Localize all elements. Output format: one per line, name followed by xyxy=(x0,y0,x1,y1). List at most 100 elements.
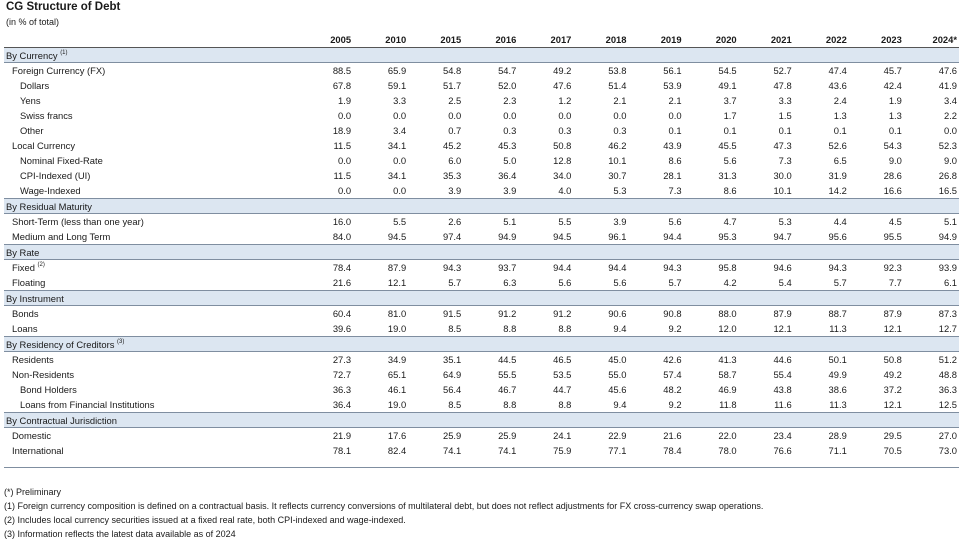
value-cell: 51.7 xyxy=(442,80,462,91)
value-cell: 7.7 xyxy=(888,277,902,288)
year-header: 2018 xyxy=(573,32,629,48)
value-cell: 3.9 xyxy=(448,185,462,196)
value-cell: 11.6 xyxy=(774,399,792,410)
row-label-text: Floating xyxy=(12,277,46,288)
footnote-marker: (1) xyxy=(60,49,68,56)
value-cell: 47.8 xyxy=(773,80,792,91)
table-row: Swiss francs 0.0 0.0 0.0 0.0 0.0 0.0 0.0 1.7 1.5 1… xyxy=(4,108,959,123)
row-label: Bonds xyxy=(4,306,298,322)
value-cell: 96.1 xyxy=(608,231,627,242)
value-cell: 37.2 xyxy=(883,384,902,395)
value-cell: 30.0 xyxy=(773,170,792,181)
row-label: Domestic xyxy=(4,428,298,444)
value-cell: 92.3 xyxy=(883,262,902,273)
value-cell: 45.5 xyxy=(718,140,737,151)
value-cell: 93.9 xyxy=(938,262,957,273)
value-cell: 2.6 xyxy=(448,216,462,227)
value-cell: 88.0 xyxy=(718,308,737,319)
section-label: By Rate xyxy=(6,246,40,258)
value-cell: 5.7 xyxy=(448,277,462,288)
value-cell: 58.7 xyxy=(718,369,737,380)
row-label-text: Non-Residents xyxy=(12,369,75,380)
row-label-text: Medium and Long Term xyxy=(12,231,111,242)
value-cell: 0.3 xyxy=(558,125,572,136)
value-cell: 81.0 xyxy=(387,308,407,319)
value-cell: 25.9 xyxy=(442,430,462,441)
row-label: Local Currency xyxy=(4,138,298,153)
value-cell: 1.3 xyxy=(888,110,902,121)
section-header: By Currency (1) xyxy=(4,47,959,63)
footnote-marker: (3) xyxy=(117,338,125,345)
value-cell: 75.9 xyxy=(553,445,572,456)
value-cell: 55.5 xyxy=(498,369,517,380)
value-cell: 36.4 xyxy=(498,170,517,181)
footnote-marker: (2) xyxy=(37,262,45,268)
value-cell: 91.2 xyxy=(553,308,572,319)
value-cell: 3.9 xyxy=(613,216,627,227)
value-cell: 7.3 xyxy=(778,155,792,166)
value-cell: 19.0 xyxy=(387,323,407,334)
value-cell: 8.5 xyxy=(448,399,462,410)
value-cell: 11.3 xyxy=(829,323,847,334)
value-cell: 45.7 xyxy=(883,65,902,76)
value-cell: 49.1 xyxy=(718,80,737,91)
value-cell: 54.8 xyxy=(442,65,462,76)
value-cell: 28.6 xyxy=(883,170,902,181)
row-label: Residents xyxy=(4,352,298,368)
value-cell: 46.2 xyxy=(608,140,627,151)
value-cell: 94.3 xyxy=(828,262,847,273)
value-cell: 1.2 xyxy=(558,95,572,106)
table-row: Yens 1.9 3.3 2.5 2.3 1.2 2.1 2.1 3.7 3.3 2.4 1.9 3.4 xyxy=(4,93,959,108)
value-cell: 27.3 xyxy=(332,354,352,365)
value-cell: 3.7 xyxy=(723,95,737,106)
value-cell: 52.3 xyxy=(938,140,957,151)
value-cell: 3.4 xyxy=(393,125,407,136)
table-row: Bond Holders 36.3 46.1 56.4 46.7 44.7 45.6 48.2… xyxy=(4,382,959,397)
value-cell: 95.3 xyxy=(718,231,737,242)
value-cell: 8.6 xyxy=(668,155,682,166)
table-row: Nominal Fixed-Rate 0.0 0.0 6.0 5.0 12.8 10.1 8.… xyxy=(4,153,959,168)
table-row: Wage-Indexed 0.0 0.0 3.9 3.9 4.0 5.3 7.3 8.6 10.1… xyxy=(4,183,959,199)
footnote: (1) Foreign currency composition is defi… xyxy=(4,501,764,511)
row-label: Floating xyxy=(4,275,298,291)
value-cell: 45.0 xyxy=(608,354,627,365)
value-cell: 21.6 xyxy=(663,430,682,441)
value-cell: 47.6 xyxy=(938,65,957,76)
value-cell: 8.8 xyxy=(503,399,517,410)
value-cell: 5.1 xyxy=(503,216,517,227)
value-cell: 95.5 xyxy=(883,231,902,242)
debt-structure-table: 2005 2010 2015 2016 2017 2018 2019 2020 2021 2022… xyxy=(4,32,959,458)
value-cell: 44.7 xyxy=(553,384,572,395)
value-cell: 9.4 xyxy=(613,399,627,410)
year-header: 2010 xyxy=(353,32,409,48)
value-cell: 50.1 xyxy=(828,354,847,365)
value-cell: 94.7 xyxy=(773,231,792,242)
value-cell: 5.6 xyxy=(723,155,737,166)
value-cell: 12.0 xyxy=(718,323,737,334)
value-cell: 5.6 xyxy=(613,277,627,288)
row-label: Other xyxy=(4,123,298,138)
value-cell: 34.0 xyxy=(553,170,572,181)
footnote: (*) Preliminary xyxy=(4,487,62,497)
value-cell: 42.6 xyxy=(663,354,682,365)
value-cell: 12.1 xyxy=(883,323,902,334)
table-row: Non-Residents 72.7 65.1 64.9 55.5 53.5 55.0 57.… xyxy=(4,367,959,382)
value-cell: 41.9 xyxy=(938,80,957,91)
value-cell: 47.3 xyxy=(773,140,792,151)
value-cell: 5.6 xyxy=(668,216,682,227)
value-cell: 12.7 xyxy=(938,323,957,334)
value-cell: 9.0 xyxy=(888,155,902,166)
table-row: Loans 39.6 19.0 8.5 8.8 8.8 9.4 9.2 12.0 12.1 11.3… xyxy=(4,321,959,337)
value-cell: 5.5 xyxy=(558,216,572,227)
value-cell: 34.1 xyxy=(387,140,407,151)
value-cell: 50.8 xyxy=(883,354,902,365)
value-cell: 28.1 xyxy=(663,170,682,181)
value-cell: 88.5 xyxy=(332,65,352,76)
value-cell: 21.9 xyxy=(332,430,352,441)
section-label: By Currency xyxy=(6,49,58,61)
value-cell: 78.0 xyxy=(718,445,737,456)
value-cell: 47.6 xyxy=(553,80,572,91)
value-cell: 36.4 xyxy=(332,399,352,410)
value-cell: 16.5 xyxy=(938,185,957,196)
value-cell: 94.4 xyxy=(663,231,682,242)
